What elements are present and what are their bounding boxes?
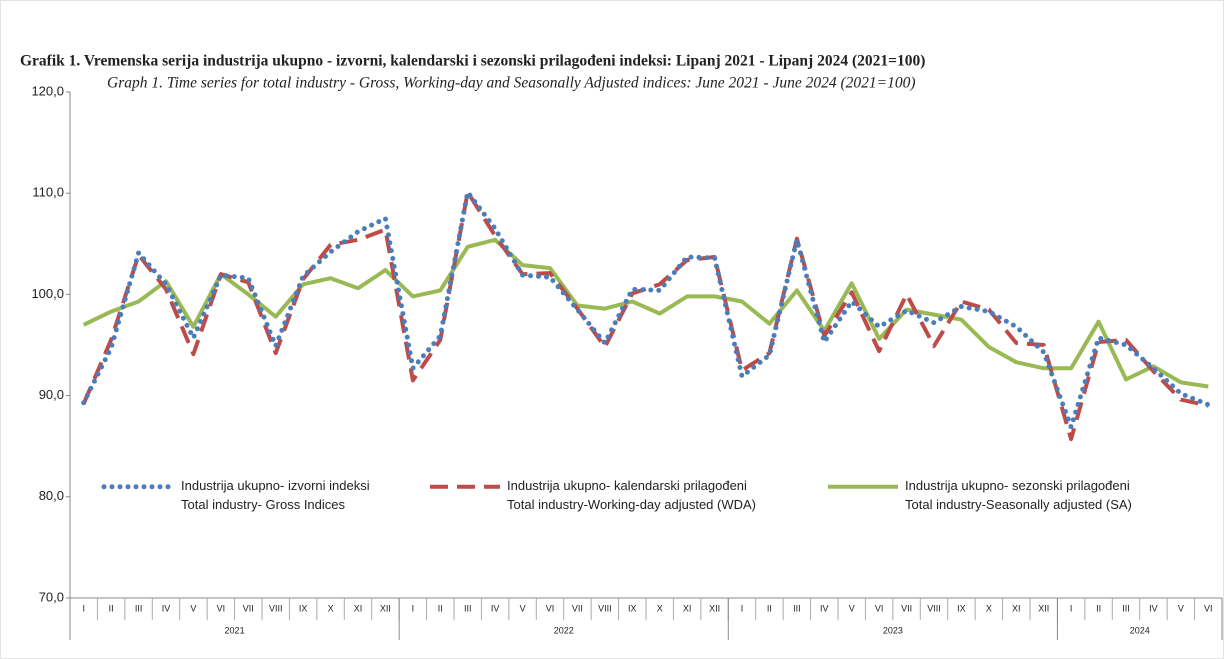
x-tick-label: VI (546, 603, 555, 613)
legend-label: Industrija ukupno- sezonski prilagođeni (905, 478, 1130, 493)
x-tick-label: VI (1204, 603, 1213, 613)
series-line (81, 190, 1209, 442)
x-tick-label: IV (1149, 603, 1158, 613)
x-group-label: 2021 (225, 625, 245, 635)
x-tick-label: V (190, 603, 196, 613)
x-tick-label: VI (875, 603, 884, 613)
x-tick-label: XI (1012, 603, 1021, 613)
x-tick-label: IX (299, 603, 308, 613)
x-tick-label: VIII (598, 603, 612, 613)
y-tick-label: 80,0 (39, 488, 64, 503)
y-tick-label: 90,0 (39, 387, 64, 402)
x-tick-label: XII (1038, 603, 1049, 613)
x-tick-label: IV (162, 603, 171, 613)
x-tick-label: II (109, 603, 114, 613)
x-tick-label: I (741, 603, 744, 613)
x-tick-label: III (464, 603, 472, 613)
x-group-label: 2023 (883, 625, 903, 635)
legend-label-en: Total industry-Working-day adjusted (WDA… (507, 497, 756, 512)
legend-label-en: Total industry- Gross Indices (181, 497, 346, 512)
x-tick-label: XII (380, 603, 391, 613)
x-tick-label: I (412, 603, 415, 613)
legend-label: Industrija ukupno- kalendarski prilagođe… (507, 478, 747, 493)
x-tick-label: X (986, 603, 992, 613)
x-tick-label: V (520, 603, 526, 613)
x-tick-label: V (1178, 603, 1184, 613)
x-tick-label: IV (491, 603, 500, 613)
y-tick-label: 70,0 (39, 589, 64, 604)
series-line (81, 189, 1211, 430)
x-tick-label: IX (628, 603, 637, 613)
series-line (82, 237, 1209, 389)
x-tick-label: III (793, 603, 801, 613)
x-tick-label: VII (572, 603, 583, 613)
x-group-label: 2024 (1130, 625, 1150, 635)
x-tick-label: VII (243, 603, 254, 613)
x-tick-label: IV (820, 603, 829, 613)
x-tick-label: VIII (927, 603, 941, 613)
x-tick-label: XII (709, 603, 720, 613)
legend-label: Industrija ukupno- izvorni indeksi (181, 478, 370, 493)
x-tick-label: II (767, 603, 772, 613)
x-tick-label: X (657, 603, 663, 613)
x-tick-label: II (1096, 603, 1101, 613)
x-tick-label: III (135, 603, 143, 613)
x-tick-label: VI (217, 603, 226, 613)
x-tick-label: VII (901, 603, 912, 613)
x-tick-label: VIII (269, 603, 283, 613)
x-tick-label: IX (957, 603, 966, 613)
x-tick-label: III (1122, 603, 1130, 613)
y-tick-label: 110,0 (32, 185, 64, 200)
chart-title: Grafik 1. Vremenska serija industrija uk… (20, 53, 925, 70)
x-tick-label: II (438, 603, 443, 613)
chart-subtitle: Graph 1. Time series for total industry … (107, 75, 916, 92)
legend-label-en: Total industry-Seasonally adjusted (SA) (905, 497, 1132, 512)
x-tick-label: I (82, 603, 85, 613)
x-tick-label: XI (683, 603, 692, 613)
x-tick-label: V (849, 603, 855, 613)
x-group-label: 2022 (554, 625, 574, 635)
y-tick-label: 120,0 (31, 83, 64, 98)
x-tick-label: XI (354, 603, 363, 613)
y-tick-label: 100,0 (31, 286, 64, 301)
x-tick-label: I (1070, 603, 1073, 613)
x-tick-label: X (328, 603, 334, 613)
